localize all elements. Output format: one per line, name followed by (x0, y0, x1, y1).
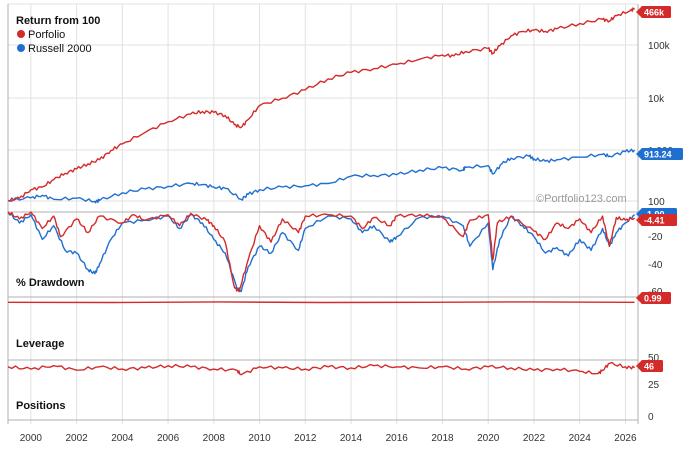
y-tick-label: 50 (648, 353, 660, 364)
y-tick-label: 0 (648, 412, 654, 423)
end-value-badge-pointer (636, 7, 641, 17)
end-value-badge-pointer (636, 149, 641, 159)
end-value-badge-pointer (636, 293, 641, 303)
x-tick-label: 2006 (157, 433, 180, 444)
end-value-badge (641, 292, 671, 304)
y-tick-label: 25 (648, 380, 660, 391)
end-value-badge (641, 360, 663, 372)
x-tick-label: 2024 (569, 433, 592, 444)
x-tick-label: 2018 (431, 433, 454, 444)
panel-title-returns: Return from 100 (16, 15, 100, 27)
x-tick-label: 2010 (248, 433, 271, 444)
end-value-label: -4.41 (644, 216, 665, 226)
x-tick-label: 2008 (203, 433, 226, 444)
end-value-badge (641, 214, 677, 226)
x-tick-label: 2014 (340, 433, 363, 444)
x-tick-label: 2012 (294, 433, 317, 444)
x-tick-label: 2004 (111, 433, 134, 444)
x-tick-label: 2026 (614, 433, 637, 444)
series-line-returns-porfolio (7, 7, 635, 202)
series-line-drawdown-russell-2000 (7, 211, 636, 293)
x-tick-label: 2020 (477, 433, 500, 444)
legend-label: Porfolio (28, 29, 65, 41)
end-value-badge-pointer (636, 361, 641, 371)
end-value-label: 0.99 (644, 294, 662, 304)
x-tick-label: 2016 (386, 433, 409, 444)
legend-marker (17, 30, 25, 38)
y-tick-label: 100 (648, 197, 665, 208)
x-tick-label: 2000 (20, 433, 43, 444)
end-value-badge (641, 6, 671, 18)
end-value-label: 466k (644, 8, 665, 18)
y-tick-label: 100k (648, 41, 671, 52)
panel-title-drawdown: % Drawdown (16, 277, 85, 289)
end-value-label: 913.24 (644, 150, 672, 160)
end-value-badge-pointer (636, 215, 641, 225)
x-tick-label: 2022 (523, 433, 546, 444)
legend-marker (17, 44, 25, 52)
legend-label: Russell 2000 (28, 43, 92, 55)
y-tick-label: -20 (648, 232, 663, 243)
x-tick-label: 2002 (65, 433, 88, 444)
series-line-positions-porfolio (7, 361, 636, 376)
series-line-leverage-porfolio (7, 301, 635, 304)
panel-title-leverage: Leverage (16, 338, 64, 350)
series-line-drawdown-porfolio (7, 211, 636, 293)
y-tick-label: -40 (648, 260, 663, 271)
series-line-returns-russell-2000 (7, 148, 636, 204)
panel-title-positions: Positions (16, 400, 66, 412)
end-value-badge (641, 148, 683, 160)
end-value-label: 46 (644, 362, 654, 372)
y-tick-label: 10k (648, 94, 665, 105)
watermark: ©Portfolio123.com (536, 193, 627, 205)
